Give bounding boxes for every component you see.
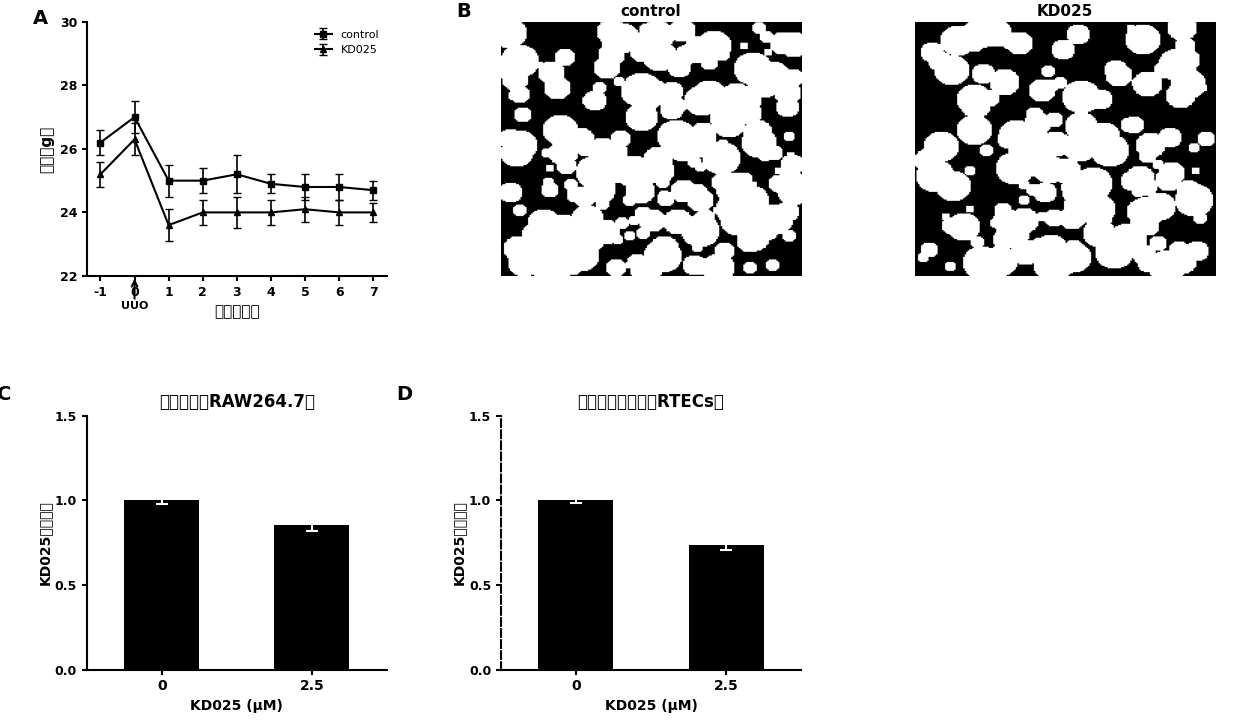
- Title: 肾小管上皮细胞（RTECs）: 肾小管上皮细胞（RTECs）: [578, 393, 724, 411]
- Title: KD025: KD025: [1037, 4, 1094, 19]
- X-axis label: 时间（天）: 时间（天）: [215, 304, 259, 319]
- Text: C: C: [0, 385, 11, 404]
- Bar: [538, 500, 614, 670]
- Text: UUO: UUO: [120, 301, 149, 312]
- Legend: control, KD025: control, KD025: [312, 28, 382, 58]
- Y-axis label: 体重（g）: 体重（g）: [38, 125, 55, 173]
- Bar: [688, 545, 764, 670]
- Y-axis label: KD025相对活性: KD025相对活性: [38, 500, 52, 585]
- Text: D: D: [396, 385, 412, 404]
- X-axis label: KD025 (μM): KD025 (μM): [605, 699, 697, 713]
- Text: A: A: [32, 9, 48, 28]
- Text: B: B: [456, 1, 471, 20]
- Title: control: control: [621, 4, 681, 19]
- Bar: [274, 525, 350, 670]
- Bar: [124, 500, 200, 670]
- X-axis label: KD025 (μM): KD025 (μM): [191, 699, 283, 713]
- Title: 巨噢细胞（RAW264.7）: 巨噢细胞（RAW264.7）: [159, 393, 315, 411]
- Y-axis label: KD025相对活性: KD025相对活性: [453, 500, 466, 585]
